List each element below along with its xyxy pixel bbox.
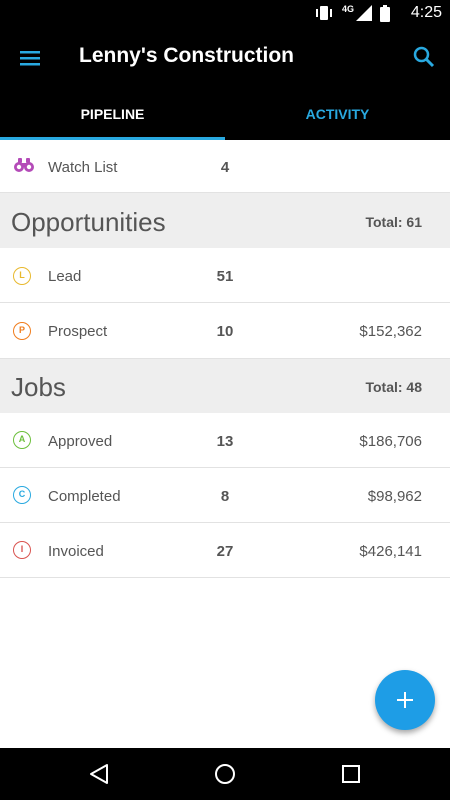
list-item-label: Completed — [48, 488, 121, 505]
network-type-label: 4G — [341, 4, 354, 14]
vibrate-icon — [315, 6, 332, 20]
list-item-label: Approved — [48, 433, 113, 450]
watch-list-label: Watch List — [48, 159, 118, 176]
home-icon[interactable] — [213, 762, 237, 786]
system-nav-bar — [0, 748, 450, 800]
list-item-label: Invoiced — [48, 543, 104, 560]
watch-list-row[interactable]: Watch List 4 — [0, 140, 450, 193]
jobs-section-header: Jobs Total: 48 — [0, 359, 450, 413]
status-bar: 4G 4:25 — [0, 0, 450, 26]
tab-pipeline[interactable]: PIPELINE — [80, 106, 145, 122]
list-item-count: 10 — [216, 323, 234, 340]
menu-icon[interactable] — [18, 46, 42, 70]
approved-badge-icon: A — [13, 431, 31, 449]
opportunities-heading: Opportunities — [11, 207, 166, 237]
add-button[interactable] — [375, 670, 435, 730]
list-item-count: 51 — [216, 268, 234, 285]
list-item-lead[interactable]: L Lead 51 — [0, 248, 450, 303]
list-item-amount: $186,706 — [359, 433, 422, 450]
list-item-count: 13 — [216, 433, 234, 450]
list-item-label: Prospect — [48, 323, 108, 340]
battery-icon — [380, 4, 390, 22]
opportunities-total: Total: 61 — [365, 214, 422, 230]
jobs-total: Total: 48 — [365, 379, 422, 395]
plus-icon — [397, 692, 413, 708]
prospect-badge-icon: P — [13, 322, 31, 340]
list-item-completed[interactable]: C Completed 8 $98,962 — [0, 468, 450, 523]
list-item-prospect[interactable]: P Prospect 10 $152,362 — [0, 303, 450, 359]
status-time: 4:25 — [410, 4, 442, 21]
tab-activity[interactable]: ACTIVITY — [305, 106, 370, 122]
status-icons: 4G — [314, 4, 390, 22]
watch-list-count: 4 — [220, 159, 230, 176]
lead-badge-icon: L — [13, 267, 31, 285]
list-item-label: Lead — [48, 268, 82, 285]
opportunities-section-header: Opportunities Total: 61 — [0, 193, 450, 248]
tab-bar: PIPELINE ACTIVITY — [0, 90, 450, 140]
list-item-count: 27 — [216, 543, 234, 560]
completed-badge-icon: C — [13, 486, 31, 504]
jobs-heading: Jobs — [11, 372, 66, 402]
app-bar: Lenny's Construction — [0, 26, 450, 90]
list-item-amount: $98,962 — [367, 488, 422, 505]
list-item-invoiced[interactable]: I Invoiced 27 $426,141 — [0, 523, 450, 578]
search-icon[interactable] — [412, 45, 436, 69]
tab-selected-indicator — [0, 137, 225, 140]
binoculars-icon — [14, 158, 34, 172]
invoiced-badge-icon: I — [13, 541, 31, 559]
back-icon[interactable] — [87, 762, 111, 786]
app-title: Lenny's Construction — [79, 44, 295, 67]
recents-icon[interactable] — [339, 762, 363, 786]
signal-icon — [356, 5, 372, 21]
list-item-approved[interactable]: A Approved 13 $186,706 — [0, 413, 450, 468]
list-item-amount: $426,141 — [359, 543, 422, 560]
list-item-count: 8 — [220, 488, 230, 505]
list-item-amount: $152,362 — [359, 323, 422, 340]
